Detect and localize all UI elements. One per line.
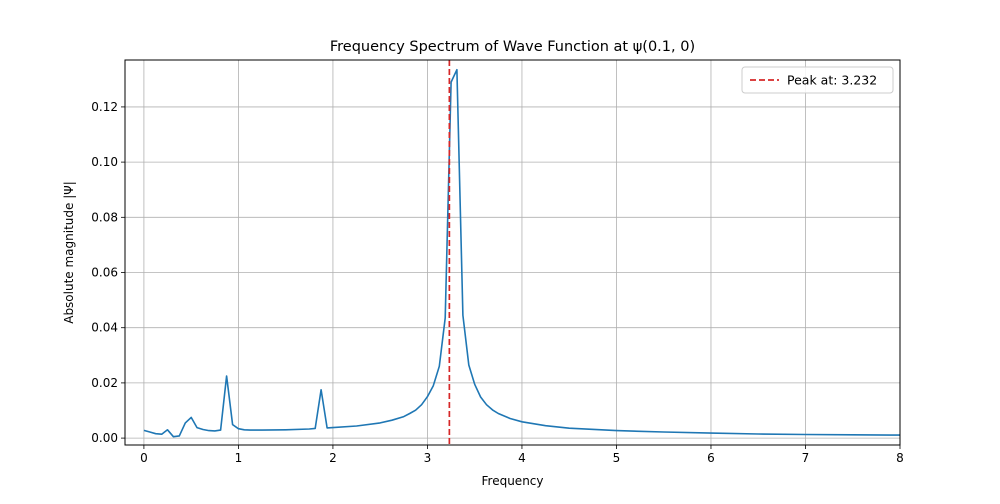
x-axis-label: Frequency <box>482 474 544 488</box>
x-tick-label: 6 <box>707 451 715 465</box>
x-tick-label: 3 <box>424 451 432 465</box>
x-tick-label: 0 <box>140 451 148 465</box>
spectrum-series-line <box>143 68 900 438</box>
y-tick-label: 0.12 <box>91 100 118 114</box>
y-tick-label: 0.00 <box>91 431 118 445</box>
y-tick-label: 0.08 <box>91 210 118 224</box>
y-tick-label: 0.06 <box>91 266 118 280</box>
x-tick-label: 8 <box>896 451 904 465</box>
x-tick-label: 4 <box>518 451 526 465</box>
axes-frame <box>124 59 901 446</box>
plot-data <box>143 60 900 445</box>
x-tick-label: 7 <box>802 451 810 465</box>
legend-box <box>741 66 894 94</box>
ticks: 0 1 2 3 4 5 6 7 8 0.00 0.02 0.04 0.06 0.08 0.10 0.12 <box>91 100 904 465</box>
y-tick-label: 0.10 <box>91 155 118 169</box>
y-tick-label: 0.02 <box>91 376 118 390</box>
x-tick-label: 1 <box>235 451 243 465</box>
x-tick-label: 2 <box>329 451 337 465</box>
y-axis-label: Absolute magnitude |Ψ| <box>62 181 76 324</box>
chart-title: Frequency Spectrum of Wave Function at ψ… <box>330 39 695 55</box>
x-tick-label: 5 <box>613 451 621 465</box>
legend-label: Peak at: 3.232 <box>787 73 877 88</box>
legend: Peak at: 3.232 <box>741 66 894 94</box>
y-tick-label: 0.04 <box>91 321 118 335</box>
